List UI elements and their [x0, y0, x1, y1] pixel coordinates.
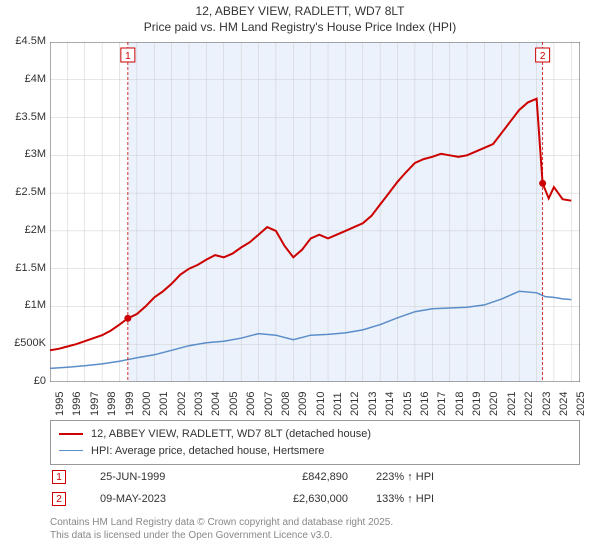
y-tick-label: £2.5M [4, 186, 46, 198]
x-tick-label: 1996 [71, 392, 83, 416]
marker-price-1: £842,890 [248, 471, 348, 483]
x-tick-label: 2006 [245, 392, 257, 416]
x-tick-label: 2002 [176, 392, 188, 416]
legend-item-hpi: HPI: Average price, detached house, Hert… [59, 443, 571, 460]
marker-number-2: 2 [52, 492, 66, 506]
y-tick-label: £1.5M [4, 262, 46, 274]
x-tick-label: 2009 [297, 392, 309, 416]
x-tick-label: 2013 [367, 392, 379, 416]
svg-text:2: 2 [540, 51, 546, 62]
y-tick-label: £3.5M [4, 111, 46, 123]
x-tick-label: 2003 [193, 392, 205, 416]
x-tick-label: 1997 [89, 392, 101, 416]
x-tick-label: 2010 [315, 392, 327, 416]
x-tick-label: 2000 [141, 392, 153, 416]
marker-date-1: 25-JUN-1999 [100, 471, 220, 483]
footer-line-1: Contains HM Land Registry data © Crown c… [50, 516, 580, 529]
x-tick-label: 1999 [124, 392, 136, 416]
legend-swatch-hpi [59, 450, 83, 451]
marker-hpi-1: 223% ↑ HPI [376, 471, 486, 483]
legend: 12, ABBEY VIEW, RADLETT, WD7 8LT (detach… [50, 420, 580, 465]
x-tick-label: 2020 [488, 392, 500, 416]
x-tick-label: 2021 [506, 392, 518, 416]
chart-container: 12, ABBEY VIEW, RADLETT, WD7 8LT Price p… [0, 0, 600, 560]
marker-row-2: 2 09-MAY-2023 £2,630,000 133% ↑ HPI [50, 488, 580, 510]
x-tick-label: 2016 [419, 392, 431, 416]
x-tick-label: 2022 [523, 392, 535, 416]
chart-svg: 12 [50, 42, 580, 382]
marker-table: 1 25-JUN-1999 £842,890 223% ↑ HPI 2 09-M… [50, 466, 580, 510]
legend-label-hpi: HPI: Average price, detached house, Hert… [91, 443, 324, 460]
marker-price-2: £2,630,000 [248, 493, 348, 505]
x-tick-label: 2001 [158, 392, 170, 416]
legend-swatch-property [59, 433, 83, 435]
x-tick-label: 2012 [349, 392, 361, 416]
x-tick-label: 2017 [436, 392, 448, 416]
title-line-1: 12, ABBEY VIEW, RADLETT, WD7 8LT [0, 4, 600, 20]
svg-text:1: 1 [125, 51, 131, 62]
marker-hpi-2: 133% ↑ HPI [376, 493, 486, 505]
x-tick-label: 2005 [228, 392, 240, 416]
y-tick-label: £4M [4, 73, 46, 85]
marker-date-2: 09-MAY-2023 [100, 493, 220, 505]
y-tick-label: £1M [4, 299, 46, 311]
x-tick-label: 2015 [402, 392, 414, 416]
legend-label-property: 12, ABBEY VIEW, RADLETT, WD7 8LT (detach… [91, 426, 371, 443]
title-block: 12, ABBEY VIEW, RADLETT, WD7 8LT Price p… [0, 0, 600, 35]
y-tick-label: £500K [4, 337, 46, 349]
x-tick-label: 2019 [471, 392, 483, 416]
x-tick-label: 2007 [263, 392, 275, 416]
x-tick-label: 2014 [384, 392, 396, 416]
chart-area: 12 [50, 42, 580, 382]
marker-number-1: 1 [52, 470, 66, 484]
x-tick-label: 2025 [575, 392, 587, 416]
x-tick-label: 2011 [332, 392, 344, 416]
x-tick-label: 1995 [54, 392, 66, 416]
footer-line-2: This data is licensed under the Open Gov… [50, 529, 580, 542]
y-tick-label: £3M [4, 148, 46, 160]
y-tick-label: £0 [4, 375, 46, 387]
y-tick-label: £4.5M [4, 35, 46, 47]
x-tick-label: 2018 [454, 392, 466, 416]
x-tick-label: 2023 [541, 392, 553, 416]
legend-item-property: 12, ABBEY VIEW, RADLETT, WD7 8LT (detach… [59, 426, 571, 443]
x-tick-label: 2004 [210, 392, 222, 416]
x-tick-label: 2008 [280, 392, 292, 416]
title-line-2: Price paid vs. HM Land Registry's House … [0, 20, 600, 36]
footer: Contains HM Land Registry data © Crown c… [50, 516, 580, 542]
y-tick-label: £2M [4, 224, 46, 236]
x-tick-label: 1998 [106, 392, 118, 416]
x-tick-label: 2024 [558, 392, 570, 416]
marker-row-1: 1 25-JUN-1999 £842,890 223% ↑ HPI [50, 466, 580, 488]
